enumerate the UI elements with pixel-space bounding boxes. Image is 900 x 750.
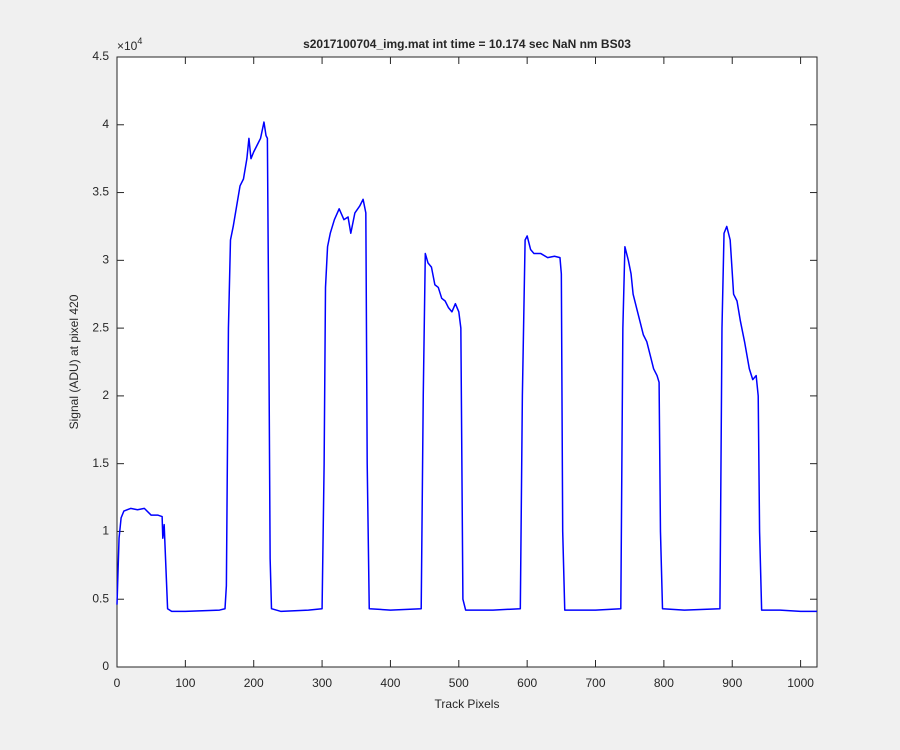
y-tick-label: 1.5 (92, 456, 109, 470)
y-tick-label: 2.5 (92, 320, 109, 334)
x-tick-label: 800 (654, 676, 674, 690)
y-tick-label: 0.5 (92, 591, 109, 605)
y-tick-label: 2 (102, 388, 109, 402)
x-tick-label: 0 (114, 676, 121, 690)
x-tick-label: 700 (586, 676, 606, 690)
y-tick-label: 0 (102, 659, 109, 673)
y-tick-label: 3 (102, 253, 109, 267)
y-tick-label: 3.5 (92, 185, 109, 199)
y-axis-label: Signal (ADU) at pixel 420 (67, 294, 81, 429)
x-tick-label: 900 (722, 676, 742, 690)
y-multiplier-base: ×10 (117, 39, 138, 53)
y-tick-label: 4 (102, 117, 109, 131)
plot-area (116, 56, 818, 668)
x-tick-label: 300 (312, 676, 332, 690)
x-tick-label: 500 (449, 676, 469, 690)
x-axis-label: Track Pixels (435, 697, 500, 711)
x-tick-label: 600 (517, 676, 537, 690)
y-tick-label: 1 (102, 524, 109, 538)
y-multiplier-exponent: 4 (137, 36, 142, 46)
x-tick-label: 100 (175, 676, 195, 690)
x-tick-label: 400 (380, 676, 400, 690)
x-tick-label: 200 (244, 676, 264, 690)
y-multiplier: ×104 (117, 36, 142, 53)
signal-line (116, 121, 817, 613)
y-tick-label: 4.5 (92, 49, 109, 63)
x-tick-label: 1000 (787, 676, 814, 690)
chart-title: s2017100704_img.mat int time = 10.174 se… (303, 37, 631, 51)
